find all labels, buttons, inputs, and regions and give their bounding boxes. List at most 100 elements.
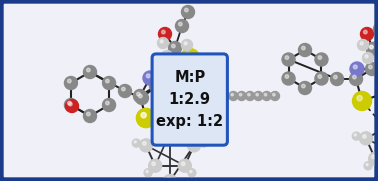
Circle shape	[178, 159, 191, 172]
Circle shape	[169, 90, 172, 94]
Circle shape	[239, 93, 242, 96]
FancyBboxPatch shape	[152, 54, 228, 145]
Circle shape	[366, 62, 378, 75]
Circle shape	[175, 20, 189, 33]
Circle shape	[122, 87, 125, 91]
Circle shape	[185, 52, 190, 58]
Circle shape	[285, 56, 289, 59]
Circle shape	[318, 75, 322, 78]
Circle shape	[65, 100, 79, 113]
Circle shape	[168, 121, 170, 123]
Circle shape	[262, 92, 271, 100]
Circle shape	[166, 119, 174, 127]
Circle shape	[105, 79, 109, 83]
Circle shape	[195, 92, 204, 100]
Circle shape	[354, 134, 356, 136]
Circle shape	[372, 155, 375, 159]
Circle shape	[144, 169, 152, 177]
Circle shape	[364, 162, 372, 170]
Circle shape	[365, 55, 368, 58]
Circle shape	[318, 56, 322, 59]
Circle shape	[333, 75, 337, 79]
Circle shape	[152, 162, 155, 166]
Circle shape	[166, 87, 178, 100]
Circle shape	[264, 93, 267, 96]
Circle shape	[143, 71, 157, 85]
Circle shape	[363, 52, 373, 64]
Circle shape	[158, 37, 169, 49]
Circle shape	[360, 42, 363, 45]
Circle shape	[163, 108, 166, 112]
Circle shape	[370, 45, 373, 49]
Circle shape	[285, 75, 289, 78]
Circle shape	[190, 171, 192, 173]
Circle shape	[118, 85, 132, 98]
Circle shape	[135, 92, 149, 104]
Circle shape	[146, 74, 150, 78]
Circle shape	[68, 79, 71, 83]
Circle shape	[367, 43, 378, 56]
Circle shape	[353, 92, 372, 110]
Circle shape	[353, 75, 356, 79]
Circle shape	[367, 43, 378, 56]
Circle shape	[164, 53, 167, 56]
Circle shape	[201, 141, 204, 143]
Circle shape	[146, 171, 148, 173]
Circle shape	[160, 40, 163, 43]
Circle shape	[299, 81, 311, 94]
Circle shape	[161, 50, 172, 62]
Circle shape	[373, 22, 378, 35]
Circle shape	[364, 30, 367, 34]
Circle shape	[273, 93, 275, 96]
Circle shape	[164, 127, 177, 140]
Circle shape	[302, 46, 305, 50]
Circle shape	[363, 135, 366, 138]
Circle shape	[315, 72, 328, 85]
Circle shape	[181, 39, 192, 50]
Circle shape	[187, 139, 200, 152]
Circle shape	[184, 42, 187, 45]
Circle shape	[158, 28, 172, 41]
Circle shape	[248, 93, 250, 96]
Circle shape	[102, 77, 116, 89]
Circle shape	[169, 41, 181, 54]
Circle shape	[164, 174, 177, 181]
Circle shape	[191, 142, 194, 145]
Circle shape	[87, 112, 90, 116]
Circle shape	[136, 108, 155, 127]
Circle shape	[282, 72, 295, 85]
Circle shape	[136, 92, 140, 96]
Circle shape	[133, 89, 147, 102]
Circle shape	[172, 44, 175, 48]
Circle shape	[245, 92, 254, 100]
Circle shape	[330, 73, 344, 85]
Circle shape	[271, 92, 279, 100]
Circle shape	[206, 93, 209, 96]
Circle shape	[369, 152, 378, 165]
Circle shape	[84, 110, 96, 123]
Circle shape	[149, 159, 162, 172]
Circle shape	[200, 139, 208, 147]
Circle shape	[181, 49, 200, 68]
Circle shape	[167, 129, 170, 133]
Circle shape	[164, 126, 177, 139]
Circle shape	[105, 101, 109, 105]
Circle shape	[64, 98, 77, 111]
Text: M:P
1:2.9
exp: 1:2: M:P 1:2.9 exp: 1:2	[156, 70, 223, 129]
Circle shape	[64, 77, 77, 89]
Circle shape	[161, 30, 165, 34]
Circle shape	[178, 22, 182, 26]
Circle shape	[102, 98, 116, 111]
Circle shape	[139, 139, 153, 152]
Circle shape	[136, 108, 155, 127]
Circle shape	[160, 106, 172, 119]
Circle shape	[254, 92, 263, 100]
Circle shape	[184, 8, 188, 12]
Circle shape	[299, 43, 311, 56]
Circle shape	[375, 87, 378, 100]
Circle shape	[231, 93, 234, 96]
Circle shape	[198, 93, 200, 96]
Circle shape	[366, 163, 368, 166]
Circle shape	[188, 169, 196, 177]
Circle shape	[181, 162, 185, 166]
